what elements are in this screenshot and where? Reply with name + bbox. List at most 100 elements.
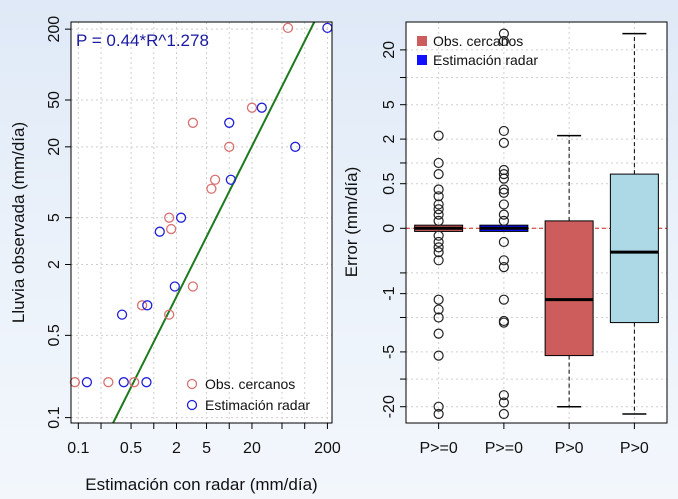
box-outlier <box>498 187 509 198</box>
point-obs-cercanos <box>103 377 114 388</box>
box-outlier <box>433 215 444 226</box>
point-estimacion-radar <box>256 102 267 113</box>
x-tick-label: P>0 <box>555 440 584 457</box>
box-outlier <box>498 236 509 248</box>
fit-equation: P = 0.44*R^1.278 <box>76 31 209 50</box>
box-outlier <box>498 28 509 39</box>
box-outlier <box>498 199 509 210</box>
box-outlier <box>498 184 509 195</box>
point-obs-cercanos <box>187 117 199 128</box>
y-tick-label: 20 <box>46 138 63 156</box>
y-tick-label: 0.5 <box>46 324 63 346</box>
legend-label: Obs. cercanos <box>205 376 295 392</box>
x-axis-label: Estimación con radar (mm/día) <box>85 475 317 494</box>
point-obs-cercanos <box>136 300 148 311</box>
point-estimacion-radar <box>290 141 301 152</box>
y-tick-label: -5 <box>381 345 398 359</box>
legend-label: Estimación radar <box>433 52 538 68</box>
box-outlier <box>433 199 444 210</box>
box-outlier <box>433 204 444 215</box>
box-outlier <box>433 247 444 258</box>
y-tick-label: 50 <box>46 91 63 109</box>
x-tick-label: P>=0 <box>485 440 523 457</box>
point-obs-cercanos <box>187 281 199 292</box>
point-estimacion-radar <box>116 309 128 320</box>
point-obs-cercanos <box>282 22 294 34</box>
box-outlier <box>433 350 444 361</box>
y-tick-label: -1 <box>381 286 398 300</box>
box-outlier <box>433 312 444 323</box>
plot-frame <box>70 21 333 424</box>
y-tick-label: 20 <box>381 41 398 59</box>
box-outlier <box>498 215 509 226</box>
legend-swatch <box>417 55 427 65</box>
y-tick-label: 5 <box>46 213 63 222</box>
point-estimacion-radar <box>224 117 235 128</box>
box-outlier <box>433 130 444 141</box>
box-outlier <box>498 294 509 305</box>
y-tick-label: 2 <box>381 135 398 144</box>
point-estimacion-radar <box>81 377 93 388</box>
point-estimacion-radar <box>175 212 187 223</box>
box-outlier <box>498 125 509 137</box>
y-axis-label: Lluvia observada (mm/día) <box>9 122 28 323</box>
legend-swatch <box>417 36 427 46</box>
point-estimacion-radar <box>141 377 152 388</box>
point-obs-cercanos <box>129 377 140 388</box>
legend-label: Obs. cercanos <box>433 33 523 49</box>
point-obs-cercanos <box>69 377 81 388</box>
x-tick-label: 0.5 <box>120 440 142 457</box>
box-outlier <box>433 408 444 420</box>
x-tick-label: P>0 <box>620 440 649 457</box>
box-outlier <box>498 137 509 148</box>
box-outlier <box>498 35 509 47</box>
legend-marker <box>186 399 198 411</box>
legend-marker <box>186 378 198 390</box>
box-outlier <box>433 157 444 169</box>
point-obs-cercanos <box>224 141 235 152</box>
box-outlier <box>498 209 509 220</box>
box-outlier <box>433 168 444 180</box>
box-outlier <box>498 317 509 328</box>
box-outlier <box>498 255 509 266</box>
box-outlier <box>433 255 444 266</box>
y-tick-label: -20 <box>381 395 398 418</box>
point-estimacion-radar <box>118 377 129 388</box>
x-tick-label: 5 <box>202 440 211 457</box>
box-outlier <box>498 168 509 180</box>
point-obs-cercanos <box>164 309 175 320</box>
y-tick-label: 0.5 <box>381 172 398 194</box>
point-obs-cercanos <box>166 223 177 235</box>
box-outlier <box>433 401 444 412</box>
point-obs-cercanos <box>206 183 217 194</box>
plot-area <box>71 22 332 423</box>
box-outlier <box>433 209 444 220</box>
box-outlier <box>433 230 444 241</box>
box-outlier <box>433 191 444 202</box>
x-tick-label: 2 <box>172 440 181 457</box>
x-tick-label: P>=0 <box>419 440 457 457</box>
x-tick-label: 20 <box>243 440 261 457</box>
box-outlier <box>498 408 509 420</box>
box-outlier <box>433 328 444 339</box>
box-outlier <box>433 184 444 195</box>
y-tick-label: 0.1 <box>46 406 63 428</box>
box-outlier <box>433 242 444 253</box>
box-outlier <box>498 261 509 273</box>
x-tick-label: 200 <box>314 440 341 457</box>
point-obs-cercanos <box>209 174 221 185</box>
plot-frame <box>405 21 668 424</box>
fit-line <box>112 21 316 424</box>
point-obs-cercanos <box>246 102 258 113</box>
boxplot-panel: -20 -5 -1 0 0.5 2 5 20 P>=0 P>=0 P>0 P>0 Error (mm/d… <box>342 21 668 457</box>
y-axis-label: Error (mm/día) <box>342 167 361 278</box>
box-outlier <box>498 173 509 184</box>
box <box>609 173 659 324</box>
box <box>544 220 594 357</box>
box-outlier <box>498 397 509 408</box>
box-outlier <box>433 236 444 248</box>
y-tick-label: 0 <box>381 224 398 233</box>
y-tick-label: 5 <box>381 100 398 109</box>
box-outlier <box>433 294 444 305</box>
